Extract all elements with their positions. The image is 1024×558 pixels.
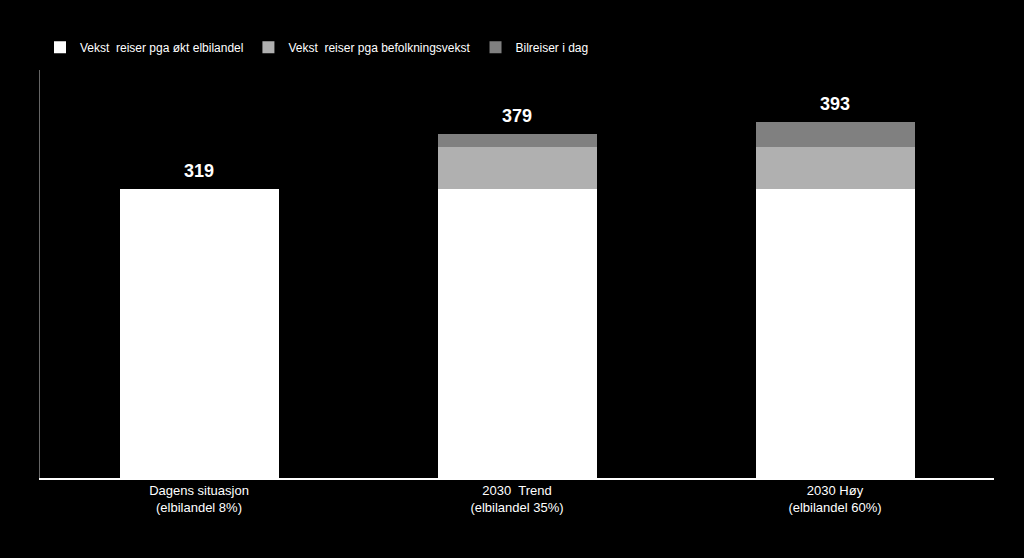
svg-text:379: 379 bbox=[502, 106, 532, 126]
svg-text:Vekst reiser pga befolkningsv: Vekst reiser pga befolkningsvekst bbox=[288, 41, 470, 55]
svg-text:2030 Høy(elbilandel 60%): 2030 Høy(elbilandel 60%) bbox=[788, 483, 881, 515]
svg-text:319: 319 bbox=[184, 161, 214, 181]
svg-text:Dagens situasjon(elbilandel 8%: Dagens situasjon(elbilandel 8%) bbox=[149, 483, 249, 515]
svg-text:Bilreiser i dag: Bilreiser i dag bbox=[516, 41, 589, 55]
svg-text:2030 Trend(elbilandel 35%): 2030 Trend(elbilandel 35%) bbox=[470, 483, 563, 515]
svg-text:Vekst reiser pga økt elbiland: Vekst reiser pga økt elbilandel bbox=[80, 41, 243, 55]
svg-text:393: 393 bbox=[820, 94, 850, 114]
